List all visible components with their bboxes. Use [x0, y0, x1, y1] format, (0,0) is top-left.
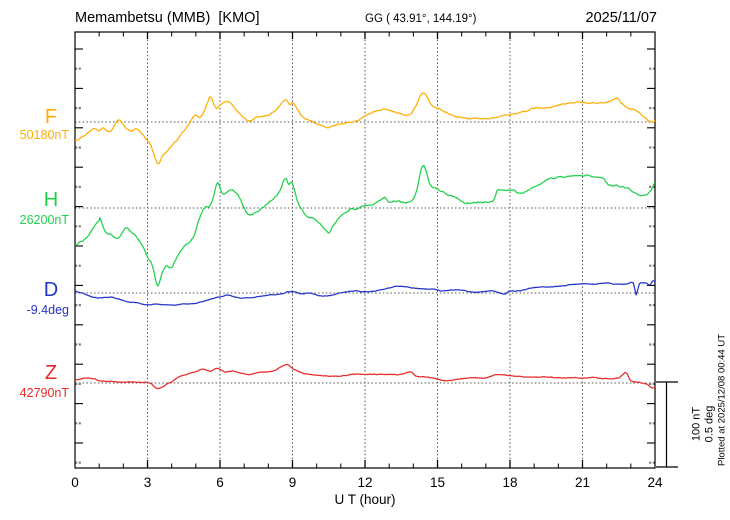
svg-text:21: 21 — [575, 475, 590, 490]
plotted-at-timestamp: Plotted at 2025/12/08 00:44 UT — [716, 333, 728, 467]
series-D-letter: D — [43, 279, 59, 301]
series-F-baseline-value: 50180nT — [19, 128, 69, 142]
scale-bar-label: 100 nT 0.5 deg — [690, 406, 715, 443]
series-F-letter: F — [44, 106, 58, 128]
series-D-line — [75, 280, 655, 306]
svg-text:9: 9 — [289, 475, 297, 490]
series-F-line — [75, 92, 655, 165]
svg-text:24: 24 — [647, 475, 663, 490]
series-Z-letter: Z — [44, 362, 58, 384]
svg-text:0: 0 — [71, 475, 79, 490]
svg-text:3: 3 — [144, 475, 152, 490]
plot-frame — [74, 31, 656, 469]
station-title: Memambetsu (MMB) [KMO] — [75, 10, 260, 26]
x-axis-label: U T (hour) — [334, 492, 395, 507]
hour-ticks — [98, 32, 632, 468]
series-D-baseline-value: -9.4deg — [26, 303, 69, 317]
svg-text:18: 18 — [502, 475, 517, 490]
gridlines — [147, 32, 583, 468]
baseline-lines — [75, 121, 655, 384]
series-Z-baseline-value: 42790nT — [19, 386, 69, 400]
series-H-line — [75, 164, 655, 287]
scale-bar — [656, 381, 678, 468]
scale-bar-deg-text: 0.5 deg — [703, 405, 715, 443]
geographic-coordinates: GG ( 43.91°, 144.19°) — [365, 13, 477, 25]
svg-text:15: 15 — [430, 475, 445, 490]
series-H-baseline-value: 26200nT — [19, 213, 69, 227]
scale-bar-nt-text: 100 nT — [690, 406, 703, 442]
svg-text:12: 12 — [357, 475, 372, 490]
series-H-letter: H — [43, 189, 59, 211]
x-tick-labels: 0 3 6 9 12 15 18 21 24 — [71, 475, 663, 490]
plot-date: 2025/11/07 — [585, 10, 658, 26]
series-Z-line — [75, 363, 655, 390]
y-ticks — [75, 48, 655, 464]
svg-text:6: 6 — [216, 475, 224, 490]
